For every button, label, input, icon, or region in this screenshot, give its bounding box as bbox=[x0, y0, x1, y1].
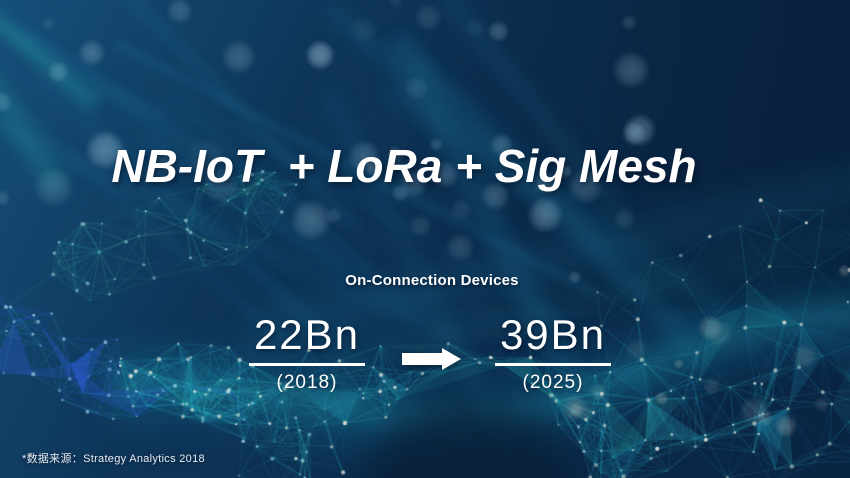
source-footnote: *数据来源：Strategy Analytics 2018 bbox=[22, 453, 205, 465]
stat-2025: 39Bn (2025) bbox=[473, 314, 633, 394]
right-arrow-icon bbox=[402, 348, 461, 370]
device-count-2018: 22Bn bbox=[248, 314, 366, 366]
device-count-2025: 39Bn bbox=[494, 314, 612, 366]
arrow-head bbox=[442, 348, 461, 370]
connected-devices-subtitle: On-Connection Devices bbox=[345, 272, 519, 289]
year-label-2018: (2018) bbox=[276, 372, 338, 393]
year-label-2025: (2025) bbox=[522, 372, 584, 393]
stat-2018: 22Bn (2018) bbox=[227, 314, 387, 394]
arrow-shaft bbox=[402, 353, 442, 365]
slide-title: NB-IoT + LoRa + Sig Mesh bbox=[111, 140, 697, 192]
